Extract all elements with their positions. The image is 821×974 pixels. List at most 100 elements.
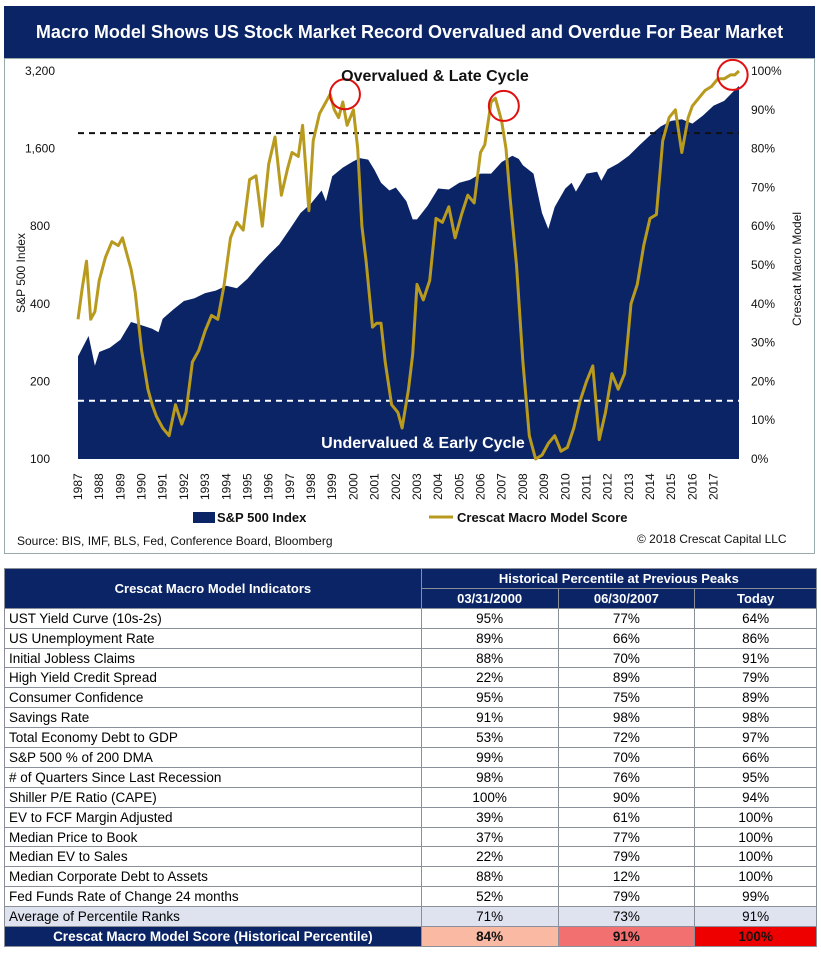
right-tick-label: 70%: [751, 180, 775, 194]
left-tick-label: 1,600: [25, 142, 55, 156]
row-value: 12%: [557, 866, 696, 888]
x-tick-label: 1989: [113, 473, 127, 500]
row-value: 22%: [420, 846, 559, 868]
x-tick-label: 2005: [452, 473, 466, 500]
row-value: 53%: [420, 727, 559, 749]
row-label: EV to FCF Margin Adjusted: [4, 806, 422, 828]
x-tick-label: 1993: [198, 473, 212, 500]
x-tick-label: 2003: [410, 473, 424, 500]
row-value: 90%: [557, 786, 696, 808]
x-tick-label: 2006: [474, 473, 488, 500]
row-value: 86%: [694, 627, 817, 649]
row-value: 39%: [420, 806, 559, 828]
row-value: 100%: [694, 806, 817, 828]
row-label: Shiller P/E Ratio (CAPE): [4, 786, 422, 808]
row-value: 100%: [694, 866, 817, 888]
row-label: High Yield Credit Spread: [4, 667, 422, 689]
x-tick-label: 1987: [71, 473, 85, 500]
row-value: 94%: [694, 786, 817, 808]
row-value: 77%: [557, 826, 696, 848]
table-row: Median EV to Sales 22% 79% 100%: [4, 846, 817, 868]
row-value: 100%: [420, 786, 559, 808]
right-tick-label: 20%: [751, 374, 775, 388]
row-label: Average of Percentile Ranks: [4, 906, 422, 928]
chart-svg: Overvalued & Late Cycle Undervalued & Ear…: [14, 59, 804, 525]
source-note: Source: BIS, IMF, BLS, Fed, Conference B…: [17, 534, 333, 548]
x-tick-label: 2012: [601, 473, 615, 500]
right-axis-title: Crescat Macro Model: [790, 212, 804, 326]
x-tick-label: 2016: [685, 473, 699, 500]
chart-title: Macro Model Shows US Stock Market Record…: [4, 6, 815, 58]
row-value: 91%: [694, 647, 817, 669]
annotation-undervalued: Undervalued & Early Cycle: [321, 435, 525, 452]
table-row: US Unemployment Rate 89% 66% 86%: [4, 627, 817, 649]
table-row: Median Price to Book 37% 77% 100%: [4, 826, 817, 848]
row-value: 70%: [557, 647, 696, 669]
row-value: 91%: [557, 926, 696, 947]
right-tick-label: 100%: [751, 64, 782, 78]
row-value: 71%: [420, 906, 559, 928]
x-tick-label: 2007: [495, 473, 509, 500]
copyright-note: © 2018 Crescat Capital LLC: [637, 532, 787, 546]
header-col-0: 03/31/2000: [420, 587, 559, 609]
row-value: 100%: [694, 826, 817, 848]
row-value: 98%: [694, 707, 817, 729]
row-value: 22%: [420, 667, 559, 689]
row-label: Initial Jobless Claims: [4, 647, 422, 669]
right-tick-label: 40%: [751, 297, 775, 311]
row-value: 75%: [557, 687, 696, 709]
average-row: Average of Percentile Ranks 71% 73% 91%: [4, 906, 817, 928]
row-label: US Unemployment Rate: [4, 627, 422, 649]
right-tick-label: 10%: [751, 413, 775, 427]
x-tick-label: 2013: [622, 473, 636, 500]
x-tick-label: 1994: [219, 473, 233, 500]
row-value: 79%: [557, 886, 696, 908]
legend-label-sp500: S&P 500 Index: [217, 510, 307, 525]
annotation-overvalued: Overvalued & Late Cycle: [341, 68, 529, 85]
peak-highlight-circle-0: [328, 78, 361, 111]
x-tick-label: 1999: [325, 473, 339, 500]
x-tick-label: 2015: [664, 473, 678, 500]
row-value: 84%: [420, 926, 559, 947]
row-value: 73%: [557, 906, 696, 928]
row-label: Savings Rate: [4, 707, 422, 729]
left-tick-label: 200: [30, 374, 50, 388]
row-label: Consumer Confidence: [4, 687, 422, 709]
row-value: 91%: [694, 906, 817, 928]
row-value: 99%: [420, 747, 559, 768]
x-tick-label: 2001: [368, 473, 382, 500]
sp500-area: [78, 85, 739, 460]
row-value: 61%: [557, 806, 696, 828]
row-label: Median Price to Book: [4, 826, 422, 848]
table-row: # of Quarters Since Last Recession 98% 76%…: [4, 766, 817, 788]
right-tick-label: 90%: [751, 103, 775, 117]
peak-highlight-circle-2: [716, 59, 749, 91]
row-value: 100%: [694, 926, 817, 947]
row-label: Crescat Macro Model Score (Historical Pe…: [4, 926, 422, 947]
row-value: 66%: [694, 747, 817, 768]
x-tick-label: 2004: [431, 473, 445, 500]
row-value: 66%: [557, 627, 696, 649]
macro-score-line: [76, 69, 741, 461]
right-tick-label: 60%: [751, 219, 775, 233]
row-value: 37%: [420, 826, 559, 848]
table-row: Median Corporate Debt to Assets 88% 12% 100…: [4, 866, 817, 888]
left-axis-title: S&P 500 Index: [14, 233, 28, 313]
row-label: Median Corporate Debt to Assets: [4, 866, 422, 888]
row-value: 52%: [420, 886, 559, 908]
row-label: UST Yield Curve (10s-2s): [4, 607, 422, 629]
chart-panel: Overvalued & Late Cycle Undervalued & Ear…: [4, 58, 815, 554]
table-row: Initial Jobless Claims 88% 70% 91%: [4, 647, 817, 669]
left-tick-label: 800: [30, 219, 50, 233]
row-value: 95%: [420, 607, 559, 629]
x-tick-label: 1990: [135, 473, 149, 500]
score-row: Crescat Macro Model Score (Historical Pe…: [4, 926, 817, 947]
row-value: 98%: [557, 707, 696, 729]
row-label: Fed Funds Rate of Change 24 months: [4, 886, 422, 908]
x-tick-label: 2014: [643, 473, 657, 500]
row-value: 79%: [557, 846, 696, 868]
x-tick-label: 1992: [177, 473, 191, 500]
x-tick-label: 2002: [389, 473, 403, 500]
x-tick-label: 2010: [558, 473, 572, 500]
row-value: 88%: [420, 866, 559, 888]
